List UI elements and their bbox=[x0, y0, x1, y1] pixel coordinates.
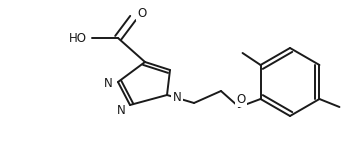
Text: N: N bbox=[104, 76, 112, 90]
Text: O: O bbox=[236, 93, 246, 106]
Text: N: N bbox=[117, 103, 125, 116]
Text: HO: HO bbox=[69, 32, 87, 45]
Text: N: N bbox=[173, 91, 181, 103]
Text: O: O bbox=[137, 6, 146, 19]
